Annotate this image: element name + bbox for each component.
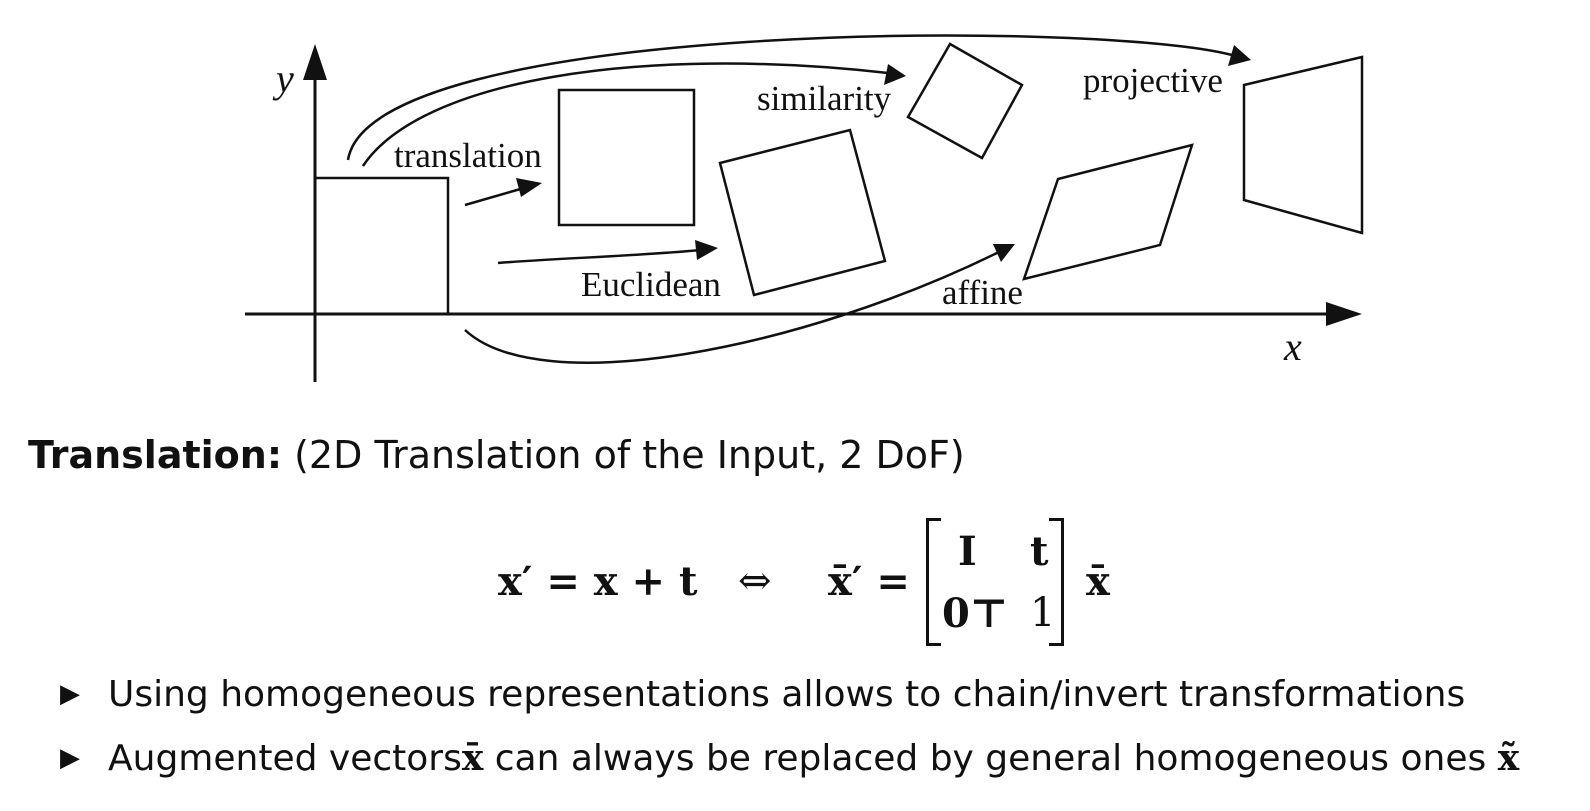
- translation-arrowhead: [516, 178, 542, 197]
- translation-label: translation: [394, 136, 542, 175]
- projective-arrow: [346, 34, 1233, 161]
- euclidean-arrowhead: [695, 240, 718, 260]
- augmented-vector-symbol: x̄: [461, 737, 484, 779]
- similarity-square: [906, 42, 1024, 160]
- matrix-cell-r1c2: t: [1030, 528, 1049, 575]
- section-subtitle: (2D Translation of the Input, 2 DoF): [294, 433, 965, 477]
- euclidean-label: Euclidean: [581, 265, 721, 304]
- projective-quadrilateral: [1242, 55, 1364, 235]
- projective-label: projective: [1083, 61, 1223, 100]
- euclidean-arrow: [497, 248, 701, 265]
- matrix-cell-r2c2: 1: [1030, 590, 1056, 636]
- section-heading: Translation: (2D Translation of the Inpu…: [28, 433, 965, 477]
- bullet-text-middle: can always be replaced by general homoge…: [483, 737, 1498, 779]
- matrix-cell-r1c1: I: [958, 528, 977, 575]
- bullet-list: ▶ Using homogeneous representations allo…: [60, 662, 1519, 790]
- equation-iff: ⇔: [738, 558, 772, 604]
- euclidean-square: [718, 128, 887, 297]
- matrix-left-bracket: [926, 518, 941, 646]
- y-axis-arrowhead: [303, 44, 327, 80]
- affine-arrow: [464, 250, 1000, 364]
- bullet-text: Using homogeneous representations allows…: [108, 673, 1466, 715]
- translation-equation: x′ = x + t ⇔ x̄′ = I t 0⊤ 1 x̄: [498, 510, 1158, 650]
- bullet-item: ▶ Augmented vectors x̄ can always be rep…: [60, 726, 1519, 790]
- equation-rhs-prefix: x̄′ =: [828, 558, 910, 605]
- equation-rhs-suffix: x̄: [1086, 558, 1110, 605]
- affine-label: affine: [942, 273, 1023, 312]
- triangle-bullet-icon: ▶: [60, 743, 80, 773]
- affine-arrowhead: [993, 244, 1015, 262]
- x-axis-label: x: [1283, 324, 1302, 369]
- similarity-arrowhead: [884, 64, 906, 85]
- projective-arrowhead: [1228, 45, 1251, 66]
- affine-parallelogram: [1022, 143, 1194, 281]
- bullet-text-before: Augmented vectors: [108, 737, 462, 779]
- original-square: [315, 176, 450, 314]
- translation-arrow: [464, 186, 525, 207]
- equation-lhs: x′ = x + t: [498, 558, 698, 605]
- x-axis-arrowhead: [1326, 302, 1362, 326]
- triangle-bullet-icon: ▶: [60, 679, 80, 709]
- section-title: Translation:: [28, 433, 283, 477]
- homogeneous-matrix: I t 0⊤ 1: [926, 518, 1064, 646]
- matrix-cell-r2c1: 0⊤: [942, 590, 1009, 637]
- matrix-right-bracket: [1049, 518, 1064, 646]
- y-axis-label: y: [272, 56, 294, 101]
- translated-square: [557, 88, 696, 227]
- similarity-arrow: [361, 62, 889, 167]
- axes: [245, 72, 1338, 382]
- similarity-label: similarity: [757, 79, 892, 118]
- transformations-diagram: y x translation Euclidean similarity aff…: [245, 34, 1364, 382]
- homogeneous-vector-symbol: x̃: [1497, 737, 1520, 779]
- bullet-item: ▶ Using homogeneous representations allo…: [60, 662, 1519, 726]
